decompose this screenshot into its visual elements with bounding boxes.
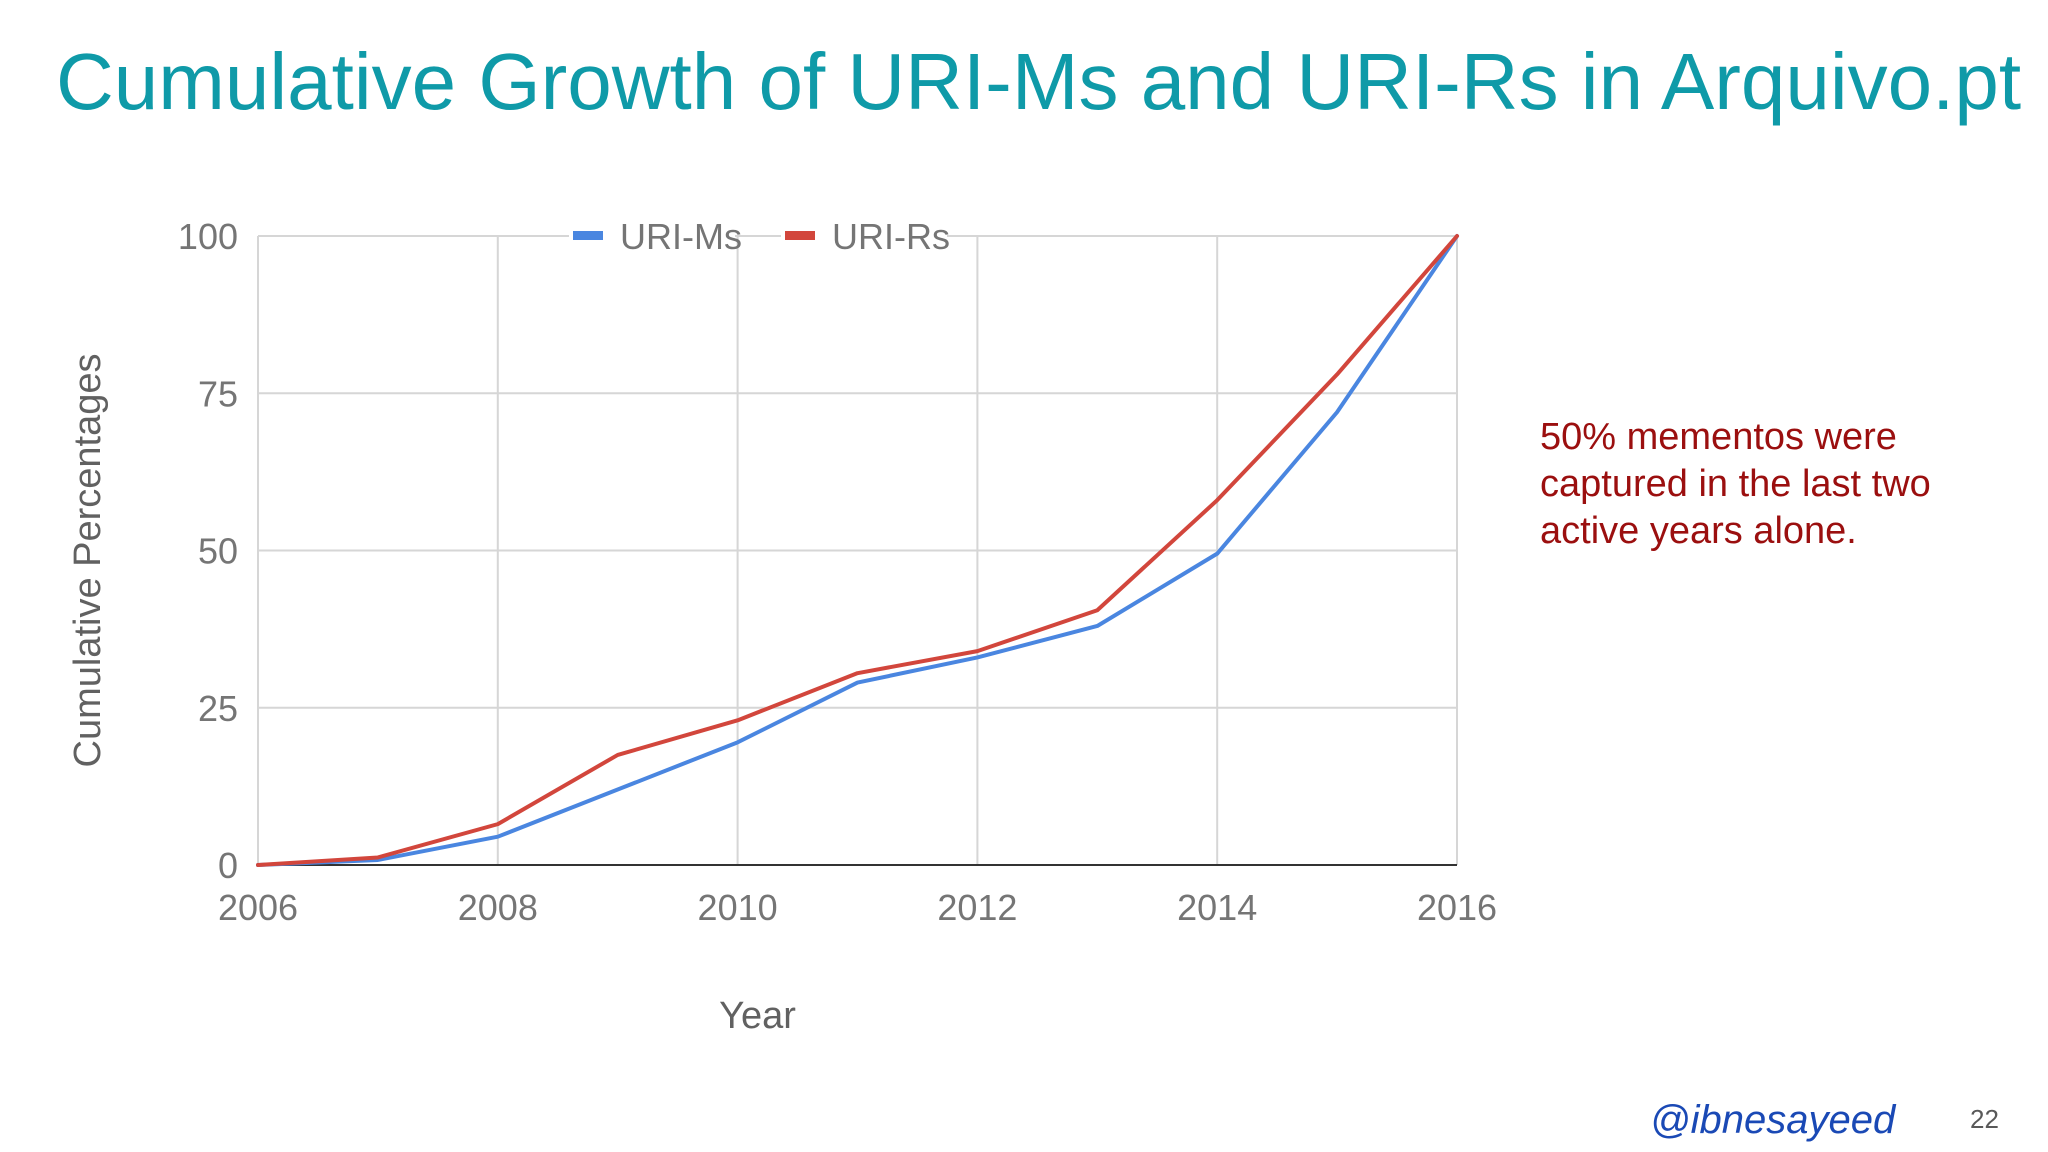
x-tick-label-2008: 2008 <box>458 887 538 928</box>
y-tick-label-50: 50 <box>198 531 238 572</box>
x-tick-label-2012: 2012 <box>937 887 1017 928</box>
y-axis-title: Cumulative Percentages <box>67 354 109 768</box>
page-number: 22 <box>1970 1104 1999 1134</box>
tick-labels: 0 25 50 75 100 2006 2008 2010 2012 2014 2016 <box>178 216 1497 928</box>
series-line-uri-rs <box>256 234 1459 867</box>
annotation-note: 50% mementos were captured in the last t… <box>1540 416 1931 552</box>
legend-label-uri-rs: URI-Rs <box>832 216 950 257</box>
series-lines <box>256 234 1459 867</box>
y-tick-label-100: 100 <box>178 216 238 257</box>
series-line-uri-ms <box>256 234 1459 867</box>
author-handle[interactable]: @ibnesayeed <box>1650 1098 1896 1142</box>
slide-title: Cumulative Growth of URI-Ms and URI-Rs i… <box>56 37 2022 126</box>
legend: URI-Ms URI-Rs <box>569 216 950 257</box>
x-axis-title: Year <box>719 995 796 1037</box>
x-tick-label-2014: 2014 <box>1177 887 1257 928</box>
x-tick-label-2016: 2016 <box>1417 887 1497 928</box>
y-tick-label-0: 0 <box>218 845 238 886</box>
grid-lines <box>257 235 1458 865</box>
y-tick-label-25: 25 <box>198 688 238 729</box>
x-tick-label-2010: 2010 <box>698 887 778 928</box>
x-tick-label-2006: 2006 <box>218 887 298 928</box>
y-tick-label-75: 75 <box>198 373 238 414</box>
legend-swatch-uri-rs <box>785 231 815 240</box>
legend-label-uri-ms: URI-Ms <box>620 216 742 257</box>
legend-swatch-uri-ms <box>573 231 603 240</box>
